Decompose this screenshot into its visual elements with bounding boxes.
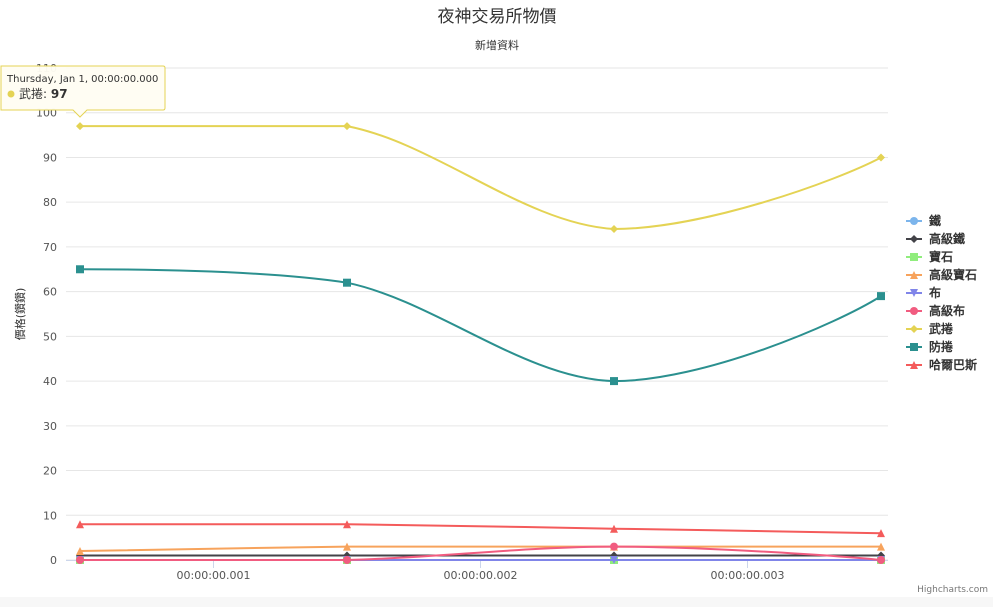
- data-point: [343, 542, 351, 551]
- legend-label: 鐵: [929, 213, 941, 228]
- data-point: [877, 542, 885, 551]
- tooltip: Thursday, Jan 1, 00:00:00.000 武捲: 97: [0, 65, 166, 118]
- data-point: [877, 153, 885, 162]
- data-point: [76, 122, 84, 131]
- tooltip-body: 武捲: 97: [19, 87, 68, 101]
- x-tick-label: 00:00:00.001: [177, 569, 251, 582]
- legend-label: 高級寶石: [929, 267, 977, 282]
- legend-item[interactable]: 高級布: [906, 303, 965, 318]
- series-line: [80, 545, 882, 562]
- data-point: [76, 556, 84, 564]
- tooltip-series-dot: [7, 90, 15, 98]
- data-point: [76, 265, 84, 274]
- y-axis-label: 價格(鑽鑽): [13, 288, 27, 341]
- legend-item[interactable]: 寶石: [906, 249, 953, 264]
- tooltip-series-name: 武捲: [19, 87, 43, 101]
- legend-marker: [910, 217, 918, 225]
- bottom-strip: [0, 597, 993, 607]
- y-tick-label: 20: [43, 465, 57, 478]
- data-point: [610, 542, 618, 551]
- legend-item[interactable]: 武捲: [906, 321, 954, 336]
- tooltip-value: 97: [51, 87, 68, 101]
- data-point: [877, 556, 885, 564]
- legend-label: 高級布: [929, 303, 965, 318]
- data-point: [343, 122, 351, 131]
- data-point: [76, 520, 84, 529]
- legend-marker: [910, 253, 918, 261]
- grid-lines: [66, 67, 888, 561]
- legend-marker: [910, 361, 918, 369]
- data-point: [877, 292, 885, 301]
- data-point: [877, 529, 885, 538]
- legend-item[interactable]: 高級鐵: [906, 231, 965, 246]
- y-tick-label: 60: [43, 286, 57, 299]
- x-tick-label: 00:00:00.003: [711, 569, 785, 582]
- series-line: [79, 545, 881, 553]
- data-point: [610, 225, 618, 234]
- tooltip-box: [0, 65, 166, 118]
- series-group: [76, 122, 885, 564]
- series-line: [79, 125, 882, 231]
- series-8: [76, 520, 885, 538]
- legend-marker: [910, 271, 918, 279]
- chart-subtitle: 新增資料: [475, 38, 519, 52]
- data-point: [610, 556, 618, 564]
- data-point: [610, 524, 618, 533]
- legend-label: 布: [929, 285, 941, 300]
- legend-item[interactable]: 高級寶石: [906, 267, 977, 282]
- chart-title: 夜神交易所物價: [438, 7, 557, 27]
- series-line: [79, 523, 882, 535]
- tooltip-header: Thursday, Jan 1, 00:00:00.000: [6, 74, 158, 85]
- y-tick-label: 30: [43, 420, 57, 433]
- x-tick-label: 00:00:00.002: [444, 569, 518, 582]
- series-6: [76, 122, 885, 234]
- legend-label: 高級鐵: [929, 231, 965, 246]
- legend-label: 武捲: [929, 321, 954, 336]
- series-line: [79, 268, 882, 383]
- legend-marker: [910, 235, 918, 243]
- legend-label: 哈爾巴斯: [929, 357, 977, 372]
- legend-item[interactable]: 布: [906, 285, 941, 300]
- legend-item[interactable]: 哈爾巴斯: [906, 357, 977, 372]
- y-tick-label: 0: [50, 554, 57, 567]
- credits-link[interactable]: Highcharts.com: [917, 585, 988, 595]
- data-point: [343, 520, 351, 529]
- legend-item[interactable]: 鐵: [906, 213, 941, 228]
- legend-marker: [910, 289, 918, 297]
- data-point: [610, 377, 618, 386]
- y-tick-label: 90: [43, 151, 57, 164]
- y-tick-label: 70: [43, 241, 57, 254]
- y-tick-label: 40: [43, 375, 57, 388]
- y-tick-label: 50: [43, 330, 57, 343]
- series-5: [76, 542, 885, 564]
- y-tick-label: 80: [43, 196, 57, 209]
- legend-item[interactable]: 防捲: [906, 339, 954, 354]
- data-point: [76, 547, 84, 556]
- series-7: [76, 265, 885, 386]
- y-tick-label: 10: [43, 509, 57, 522]
- legend-marker: [910, 325, 918, 333]
- legend-marker: [910, 343, 918, 351]
- legend-marker: [910, 307, 918, 315]
- legend-label: 防捲: [929, 339, 954, 354]
- data-point: [343, 278, 351, 287]
- legend-label: 寶石: [929, 249, 953, 264]
- data-point: [343, 556, 351, 564]
